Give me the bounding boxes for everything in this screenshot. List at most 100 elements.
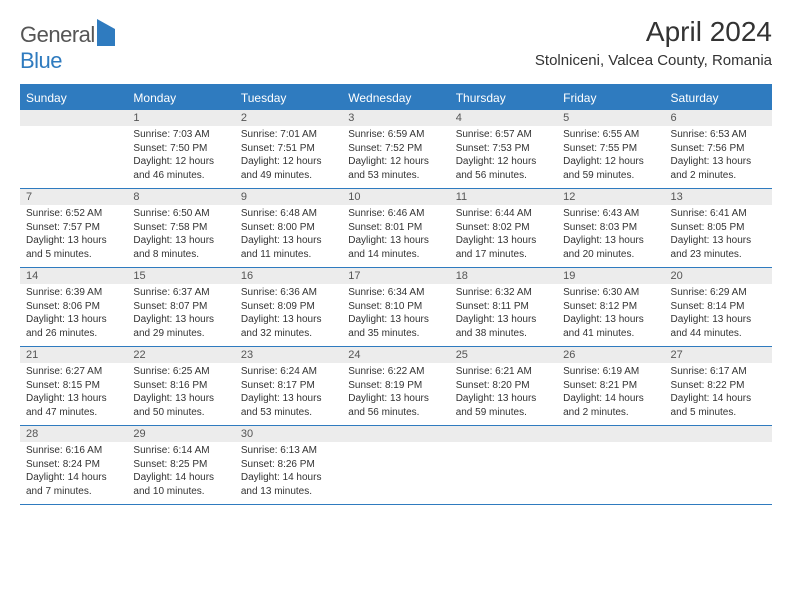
sunrise-text: Sunrise: 6:37 AM [133,286,228,300]
day-body: Sunrise: 6:19 AMSunset: 8:21 PMDaylight:… [557,363,664,423]
day-cell: 13Sunrise: 6:41 AMSunset: 8:05 PMDayligh… [665,189,772,267]
calendar-grid: Sunday Monday Tuesday Wednesday Thursday… [20,84,772,505]
day-body: Sunrise: 6:25 AMSunset: 8:16 PMDaylight:… [127,363,234,423]
location-label: Stolniceni, Valcea County, Romania [535,52,772,69]
day-body [665,442,772,448]
sunrise-text: Sunrise: 6:53 AM [671,128,766,142]
day-number: 27 [665,347,772,363]
day-number: 4 [450,110,557,126]
day-cell: 18Sunrise: 6:32 AMSunset: 8:11 PMDayligh… [450,268,557,346]
day-number: 23 [235,347,342,363]
day-body: Sunrise: 6:55 AMSunset: 7:55 PMDaylight:… [557,126,664,186]
sunrise-text: Sunrise: 6:19 AM [563,365,658,379]
day-number: 10 [342,189,449,205]
daylight-text: Daylight: 14 hours and 13 minutes. [241,471,336,498]
sunset-text: Sunset: 8:20 PM [456,379,551,393]
day-body: Sunrise: 6:30 AMSunset: 8:12 PMDaylight:… [557,284,664,344]
sunset-text: Sunset: 8:00 PM [241,221,336,235]
daylight-text: Daylight: 13 hours and 23 minutes. [671,234,766,261]
dayhead-sun: Sunday [20,86,127,110]
day-cell: 16Sunrise: 6:36 AMSunset: 8:09 PMDayligh… [235,268,342,346]
dayhead-fri: Friday [557,86,664,110]
day-cell: 28Sunrise: 6:16 AMSunset: 8:24 PMDayligh… [20,426,127,504]
sunset-text: Sunset: 8:14 PM [671,300,766,314]
day-body: Sunrise: 6:24 AMSunset: 8:17 PMDaylight:… [235,363,342,423]
day-cell: 4Sunrise: 6:57 AMSunset: 7:53 PMDaylight… [450,110,557,188]
daylight-text: Daylight: 13 hours and 38 minutes. [456,313,551,340]
daylight-text: Daylight: 13 hours and 20 minutes. [563,234,658,261]
week-row: 28Sunrise: 6:16 AMSunset: 8:24 PMDayligh… [20,426,772,505]
day-cell [557,426,664,504]
daylight-text: Daylight: 13 hours and 8 minutes. [133,234,228,261]
daylight-text: Daylight: 12 hours and 56 minutes. [456,155,551,182]
day-cell: 1Sunrise: 7:03 AMSunset: 7:50 PMDaylight… [127,110,234,188]
day-body: Sunrise: 6:22 AMSunset: 8:19 PMDaylight:… [342,363,449,423]
day-cell: 3Sunrise: 6:59 AMSunset: 7:52 PMDaylight… [342,110,449,188]
sunset-text: Sunset: 8:01 PM [348,221,443,235]
day-body: Sunrise: 6:44 AMSunset: 8:02 PMDaylight:… [450,205,557,265]
day-number: 3 [342,110,449,126]
sunrise-text: Sunrise: 6:59 AM [348,128,443,142]
sunrise-text: Sunrise: 6:30 AM [563,286,658,300]
day-body: Sunrise: 6:59 AMSunset: 7:52 PMDaylight:… [342,126,449,186]
day-body: Sunrise: 7:01 AMSunset: 7:51 PMDaylight:… [235,126,342,186]
header: General Blue April 2024 Stolniceni, Valc… [20,16,772,74]
sunset-text: Sunset: 8:07 PM [133,300,228,314]
sunrise-text: Sunrise: 6:48 AM [241,207,336,221]
weeks-container: 1Sunrise: 7:03 AMSunset: 7:50 PMDaylight… [20,110,772,505]
sunrise-text: Sunrise: 6:44 AM [456,207,551,221]
sunrise-text: Sunrise: 6:36 AM [241,286,336,300]
dayhead-sat: Saturday [665,86,772,110]
sunset-text: Sunset: 8:02 PM [456,221,551,235]
day-number: 22 [127,347,234,363]
daylight-text: Daylight: 13 hours and 5 minutes. [26,234,121,261]
dayhead-mon: Monday [127,86,234,110]
logo-text: General Blue [20,22,115,74]
sunrise-text: Sunrise: 6:46 AM [348,207,443,221]
daylight-text: Daylight: 13 hours and 29 minutes. [133,313,228,340]
sunset-text: Sunset: 8:10 PM [348,300,443,314]
sunrise-text: Sunrise: 7:03 AM [133,128,228,142]
sunset-text: Sunset: 8:15 PM [26,379,121,393]
sunset-text: Sunset: 8:16 PM [133,379,228,393]
day-cell: 24Sunrise: 6:22 AMSunset: 8:19 PMDayligh… [342,347,449,425]
day-body [450,442,557,448]
daylight-text: Daylight: 12 hours and 59 minutes. [563,155,658,182]
day-cell [20,110,127,188]
day-number: 28 [20,426,127,442]
day-number: 30 [235,426,342,442]
sunset-text: Sunset: 8:05 PM [671,221,766,235]
day-number: 2 [235,110,342,126]
day-number: 29 [127,426,234,442]
daylight-text: Daylight: 13 hours and 44 minutes. [671,313,766,340]
dayhead-tue: Tuesday [235,86,342,110]
day-number [557,426,664,442]
day-number: 16 [235,268,342,284]
sunset-text: Sunset: 7:52 PM [348,142,443,156]
daylight-text: Daylight: 13 hours and 2 minutes. [671,155,766,182]
sunset-text: Sunset: 7:56 PM [671,142,766,156]
day-body: Sunrise: 6:43 AMSunset: 8:03 PMDaylight:… [557,205,664,265]
sunset-text: Sunset: 8:03 PM [563,221,658,235]
day-number: 21 [20,347,127,363]
day-body: Sunrise: 6:34 AMSunset: 8:10 PMDaylight:… [342,284,449,344]
day-number: 18 [450,268,557,284]
logo-word-general: General [20,22,95,47]
day-number: 6 [665,110,772,126]
sunrise-text: Sunrise: 6:32 AM [456,286,551,300]
calendar-page: General Blue April 2024 Stolniceni, Valc… [0,0,792,521]
day-body: Sunrise: 6:29 AMSunset: 8:14 PMDaylight:… [665,284,772,344]
daylight-text: Daylight: 14 hours and 7 minutes. [26,471,121,498]
day-number: 14 [20,268,127,284]
daylight-text: Daylight: 13 hours and 35 minutes. [348,313,443,340]
day-number: 9 [235,189,342,205]
sunrise-text: Sunrise: 6:16 AM [26,444,121,458]
week-row: 1Sunrise: 7:03 AMSunset: 7:50 PMDaylight… [20,110,772,189]
sunrise-text: Sunrise: 6:24 AM [241,365,336,379]
logo-triangle-icon [97,19,115,46]
daylight-text: Daylight: 13 hours and 32 minutes. [241,313,336,340]
day-number: 8 [127,189,234,205]
daylight-text: Daylight: 12 hours and 49 minutes. [241,155,336,182]
day-body: Sunrise: 6:36 AMSunset: 8:09 PMDaylight:… [235,284,342,344]
day-cell: 21Sunrise: 6:27 AMSunset: 8:15 PMDayligh… [20,347,127,425]
